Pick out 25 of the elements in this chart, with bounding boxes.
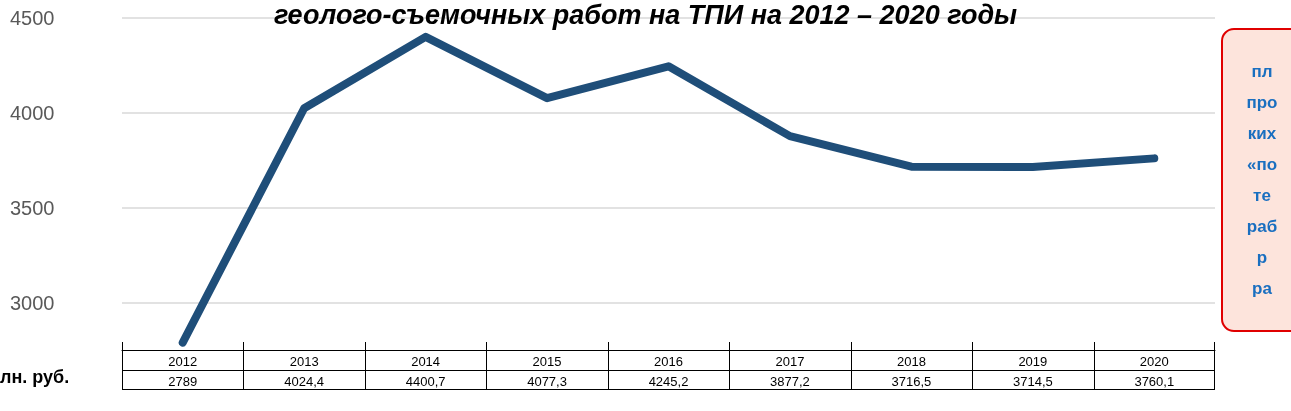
x-tick-label: 2017	[775, 354, 805, 369]
data-label: 4400,7	[405, 374, 446, 389]
data-label: 3714,5	[1012, 374, 1053, 389]
data-label: 4245,2	[648, 374, 689, 389]
data-label: 3760,1	[1134, 374, 1175, 389]
y-tick-label: 4500	[10, 7, 55, 29]
x-tick-label: 2019	[1018, 354, 1048, 369]
x-tick-label: 2013	[289, 354, 319, 369]
x-tick-label: 2018	[896, 354, 926, 369]
data-label: 4024,4	[284, 374, 325, 389]
x-tick-label: 2012	[168, 354, 198, 369]
text: пл про ких «по те раб р ра	[1246, 62, 1278, 298]
x-tick-label: 2016	[654, 354, 683, 369]
y-tick-label: 3500	[10, 196, 55, 219]
x-tick-label: 2015	[532, 354, 562, 369]
data-label: 3877,2	[770, 374, 810, 389]
x-tick-label: 2014	[411, 354, 441, 369]
x-tick-label: 2020	[1139, 354, 1169, 369]
data-label: 2789	[168, 374, 198, 389]
chart-title: геолого-съемочных работ на ТПИ на 2012 – 2020 годы	[273, 0, 1018, 30]
y-tick-label: 3000	[10, 291, 55, 314]
y-axis-title: лн. руб.	[0, 367, 70, 387]
data-label: 3716,5	[891, 374, 932, 389]
y-tick-label: 4000	[10, 101, 55, 124]
data-label: 4077,3	[527, 374, 567, 389]
